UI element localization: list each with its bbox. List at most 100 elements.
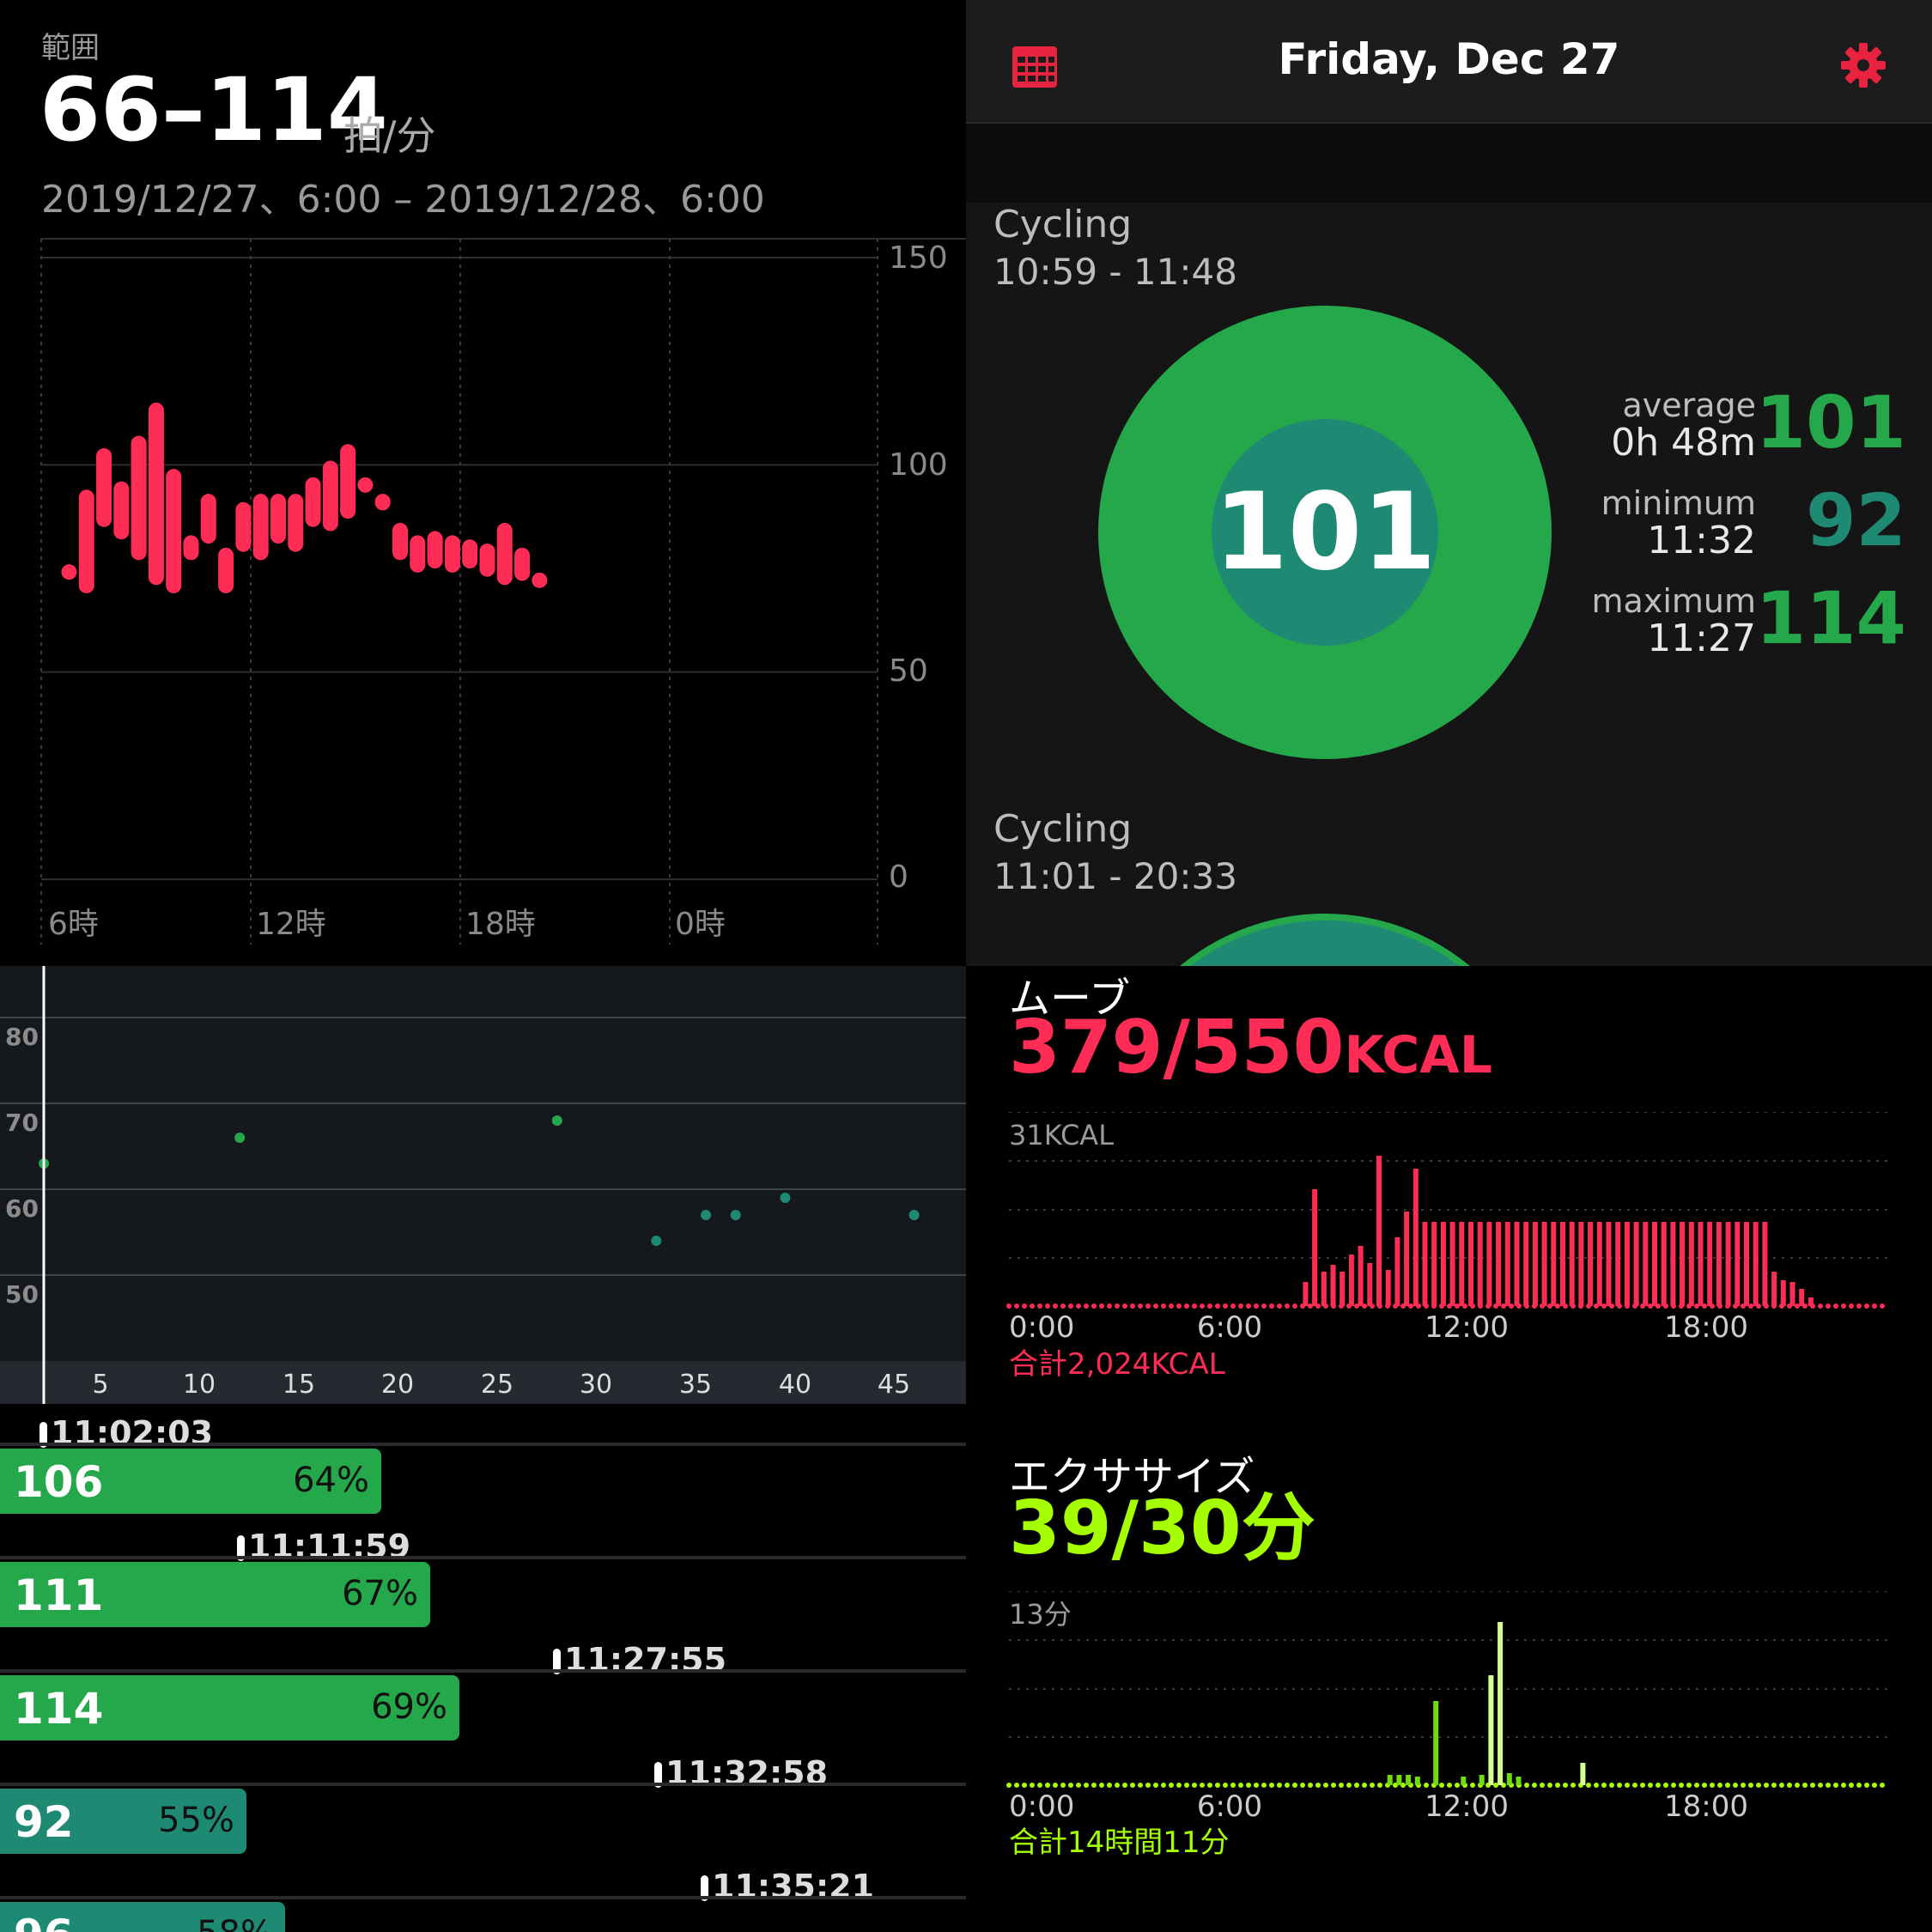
baseline-dot — [1833, 1303, 1838, 1309]
calendar-icon[interactable] — [1011, 41, 1059, 89]
segment-time: 11:02:03 — [39, 1414, 213, 1452]
baseline-dot — [1648, 1783, 1653, 1788]
range-bar — [218, 547, 234, 593]
segment-percent: 67% — [342, 1574, 418, 1613]
exercise-bar — [1479, 1775, 1485, 1785]
range-bar — [496, 522, 513, 586]
heart-rate-timeline-panel: 80 70 60 50 5 10 15 20 25 30 35 40 45 11… — [0, 966, 966, 1932]
baseline-dot — [1254, 1783, 1259, 1788]
baseline-dot — [1323, 1783, 1328, 1788]
baseline-dot — [1370, 1783, 1375, 1788]
move-bar — [1321, 1272, 1327, 1306]
baseline-dot — [1315, 1783, 1321, 1788]
baseline-dot — [1084, 1783, 1089, 1788]
move-bar — [1413, 1169, 1419, 1306]
baseline-dot — [1099, 1303, 1104, 1309]
baseline-dot — [1601, 1303, 1607, 1309]
average-duration: 0h 48m — [1611, 421, 1756, 465]
baseline-dot — [1493, 1783, 1498, 1788]
move-bar — [1376, 1156, 1382, 1306]
move-bar — [1624, 1222, 1630, 1306]
baseline-dot — [1068, 1303, 1073, 1309]
workout-summary-panel: Friday, Dec 27 Cycling 10:59 - 11:48 101 — [966, 0, 1932, 966]
range-bar — [252, 494, 269, 561]
baseline-dot — [1130, 1783, 1135, 1788]
baseline-dot — [1207, 1783, 1212, 1788]
move-bar — [1358, 1246, 1364, 1306]
move-bar — [1643, 1222, 1649, 1306]
baseline-dot — [1694, 1783, 1699, 1788]
baseline-dot — [1300, 1783, 1305, 1788]
move-bar — [1340, 1272, 1346, 1306]
baseline-dot — [1841, 1303, 1846, 1309]
heart-rate-ring-partial — [1180, 914, 1470, 966]
exercise-bar-chart: 13分 0:00 6:00 12:00 18:00 — [1006, 1591, 1889, 1824]
ring-value: 101 — [1214, 471, 1437, 594]
baseline-dot — [1045, 1303, 1050, 1309]
hr-point — [908, 1210, 920, 1220]
move-bar — [1771, 1272, 1777, 1306]
hr-point — [234, 1133, 246, 1143]
move-bar — [1394, 1237, 1400, 1306]
baseline-dot — [1872, 1783, 1877, 1788]
move-bar — [1541, 1222, 1547, 1306]
baseline-dot — [1076, 1303, 1081, 1309]
move-bar — [1707, 1222, 1713, 1306]
exercise-title: エクササイズ — [1009, 1453, 1255, 1501]
exercise-bar — [1396, 1775, 1402, 1785]
baseline-dot — [1060, 1783, 1066, 1788]
move-bar — [1459, 1222, 1465, 1306]
exercise-bar — [1580, 1763, 1586, 1785]
range-date: 2019/12/27、6:00 – 2019/12/28、6:00 — [41, 178, 765, 222]
range-bar — [183, 535, 199, 561]
move-bar — [1688, 1222, 1694, 1306]
move-bar — [1799, 1289, 1805, 1306]
baseline-dot — [1130, 1303, 1135, 1309]
baseline-dot — [1277, 1303, 1282, 1309]
baseline-dot — [1617, 1783, 1622, 1788]
baseline-dot — [1795, 1783, 1800, 1788]
baseline-dot — [1145, 1783, 1151, 1788]
y-tick-60: 60 — [5, 1194, 39, 1223]
heart-rate-range-chart[interactable]: 150 100 50 0 6時 12時 18時 0時 — [0, 0, 966, 966]
move-bar — [1588, 1222, 1594, 1306]
baseline-dot — [1841, 1783, 1846, 1788]
range-bar — [148, 402, 164, 586]
baseline-dot — [1748, 1303, 1753, 1309]
baseline-dot — [1586, 1783, 1591, 1788]
segment-bpm: 96 — [14, 1911, 74, 1932]
range-bar — [392, 522, 409, 561]
x-tick-45: 45 — [878, 1370, 910, 1400]
baseline-dot — [1091, 1303, 1097, 1309]
x-tick-18: 18:00 — [1664, 1310, 1748, 1345]
baseline-dot — [1748, 1783, 1753, 1788]
y-tick-0: 0 — [889, 860, 908, 895]
move-bar — [1496, 1222, 1502, 1306]
workout-time: 10:59 - 11:48 — [993, 251, 1237, 293]
baseline-dot — [1377, 1783, 1382, 1788]
y-tick-150: 150 — [889, 240, 948, 276]
exercise-bar — [1488, 1675, 1494, 1785]
y-tick-80: 80 — [5, 1023, 39, 1051]
heart-rate-scatter-chart[interactable]: 80 70 60 50 5 10 15 20 25 30 35 40 45 — [0, 966, 966, 1404]
baseline-dot — [1107, 1303, 1112, 1309]
baseline-dot — [1184, 1783, 1189, 1788]
workout-activity: Cycling — [993, 203, 1133, 246]
segment-time: 11:32:58 — [654, 1754, 828, 1792]
baseline-dot — [1849, 1783, 1854, 1788]
move-bar — [1468, 1222, 1473, 1306]
baseline-dot — [1200, 1783, 1205, 1788]
move-bar — [1560, 1222, 1565, 1306]
baseline-dot — [1346, 1783, 1352, 1788]
x-tick-10: 10 — [183, 1370, 216, 1400]
y-tick-70: 70 — [5, 1109, 39, 1137]
baseline-dot — [1339, 1783, 1344, 1788]
move-value: 379/550KCAL — [1009, 1005, 1492, 1091]
baseline-dot — [1802, 1783, 1807, 1788]
x-tick-12: 12:00 — [1425, 1310, 1509, 1345]
move-bar — [1367, 1263, 1373, 1306]
range-bar — [96, 448, 112, 527]
baseline-dot — [1176, 1783, 1182, 1788]
gear-icon[interactable] — [1839, 41, 1887, 89]
baseline-dot — [1161, 1783, 1166, 1788]
